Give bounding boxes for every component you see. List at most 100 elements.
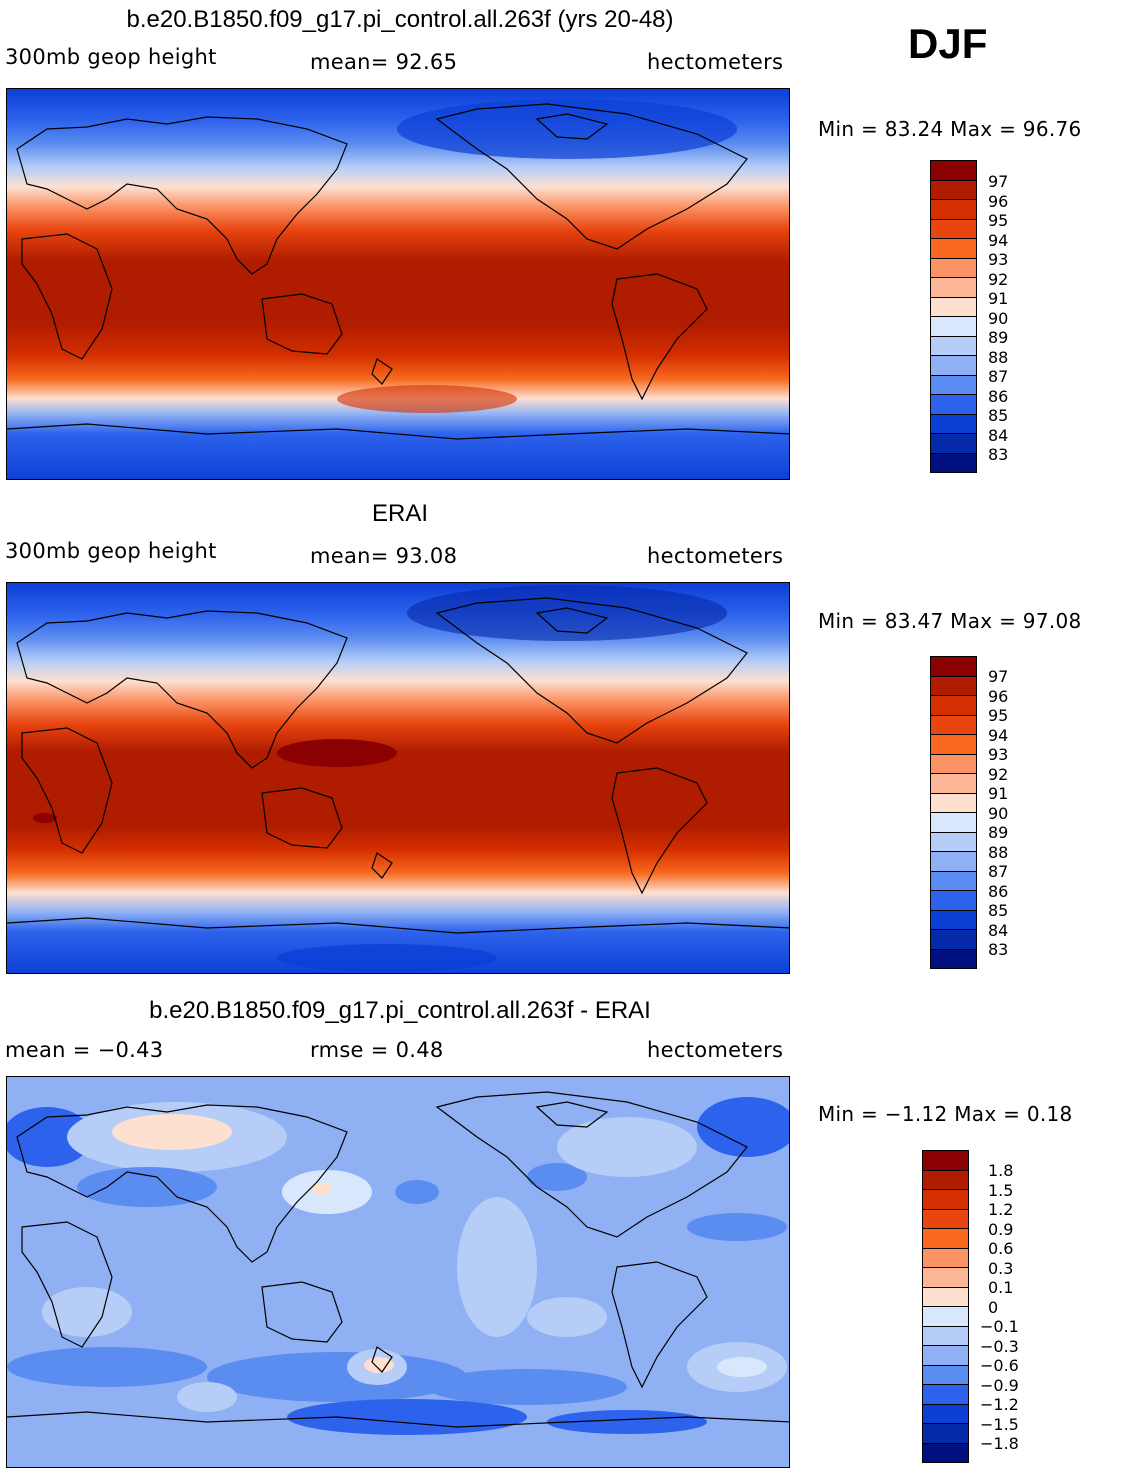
panel1-units-label: hectometers — [647, 50, 784, 74]
colorbar-swatch — [930, 433, 977, 454]
panel1-colorbar-label: 88 — [988, 347, 1009, 367]
panel3-colorbar — [922, 1150, 969, 1463]
colorbar-swatch — [922, 1345, 969, 1366]
panel2-variable-label: 300mb geop height — [5, 539, 217, 563]
panel2-units-label: hectometers — [647, 544, 784, 568]
panel1-colorbar-label: 84 — [988, 425, 1009, 445]
panel2-map-svg — [7, 583, 789, 973]
season-label: DJF — [908, 20, 988, 67]
panel2-colorbar-label: 95 — [988, 706, 1009, 725]
colorbar-swatch — [930, 851, 977, 872]
panel1-mean-label: mean= 92.65 — [310, 50, 458, 74]
colorbar-swatch — [930, 792, 977, 813]
panel1-colorbar-label: 96 — [988, 191, 1009, 211]
panel2-colorbar — [930, 656, 977, 969]
colorbar-swatch — [930, 656, 977, 677]
colorbar-swatch — [930, 753, 977, 774]
panel2-colorbar-label: 92 — [988, 764, 1009, 784]
panel2-colorbar-label: 89 — [988, 823, 1009, 842]
panel2-colorbar-label: 85 — [988, 901, 1009, 920]
panel1-colorbar-label: 91 — [988, 289, 1009, 308]
panel1-colorbar-label: 94 — [988, 230, 1009, 250]
colorbar-swatch — [930, 257, 977, 278]
panel3-colorbar-label: 1.2 — [988, 1200, 1014, 1219]
colorbar-swatch — [922, 1189, 969, 1210]
colorbar-swatch — [930, 929, 977, 950]
panel1-colorbar-label: 85 — [988, 406, 1009, 425]
panel3-colorbar-label: 0.1 — [988, 1278, 1014, 1297]
colorbar-swatch — [930, 218, 977, 239]
panel3-colorbar-label: −0.6 — [980, 1356, 1019, 1375]
panel2-colorbar-label: 90 — [988, 803, 1009, 823]
panel2-colorbar-label: 94 — [988, 725, 1009, 745]
colorbar-swatch — [930, 452, 977, 473]
colorbar-swatch — [930, 909, 977, 930]
colorbar-swatch — [930, 870, 977, 891]
colorbar-swatch — [930, 355, 977, 376]
panel1-title: b.e20.B1850.f09_g17.pi_control.all.263f … — [126, 6, 674, 33]
colorbar-swatch — [930, 831, 977, 852]
colorbar-swatch — [922, 1384, 969, 1405]
panel3-colorbar-label: −0.3 — [980, 1336, 1019, 1356]
panel2-mean-label: mean= 93.08 — [310, 544, 458, 568]
panel1-colorbar-label: 93 — [988, 250, 1009, 269]
panel2-colorbar-label: 83 — [988, 940, 1009, 959]
colorbar-swatch — [922, 1267, 969, 1288]
colorbar-swatch — [930, 179, 977, 200]
colorbar-swatch — [922, 1169, 969, 1190]
panel1-variable-label: 300mb geop height — [5, 45, 217, 69]
panel2-colorbar-label: 84 — [988, 920, 1009, 940]
panel1-colorbar-label: 97 — [988, 172, 1009, 191]
colorbar-swatch — [922, 1228, 969, 1249]
panel3-rmse-label: rmse = 0.48 — [310, 1038, 444, 1062]
colorbar-swatch — [922, 1208, 969, 1229]
panel1-map — [6, 88, 790, 480]
panel2-colorbar-label: 86 — [988, 881, 1009, 901]
panel1-colorbar — [930, 160, 977, 473]
colorbar-swatch — [930, 734, 977, 755]
colorbar-swatch — [930, 675, 977, 696]
panel1-minmax-label: Min = 83.24 Max = 96.76 — [818, 117, 1082, 141]
colorbar-swatch — [930, 890, 977, 911]
panel2-colorbar-label: 97 — [988, 667, 1009, 686]
colorbar-swatch — [922, 1325, 969, 1346]
colorbar-swatch — [930, 948, 977, 969]
colorbar-swatch — [922, 1306, 969, 1327]
colorbar-swatch — [922, 1442, 969, 1463]
panel1-map-svg — [7, 89, 789, 479]
colorbar-swatch — [930, 296, 977, 317]
panel3-minmax-label: Min = −1.12 Max = 0.18 — [818, 1102, 1073, 1126]
panel1-colorbar-label: 87 — [988, 367, 1009, 386]
panel3-colorbar-label: 0 — [988, 1297, 999, 1317]
colorbar-swatch — [930, 374, 977, 395]
panel3-colorbar-label: 1.8 — [988, 1161, 1014, 1180]
panel3-colorbar-label: 1.5 — [988, 1180, 1014, 1200]
colorbar-swatch — [922, 1150, 969, 1171]
panel1-colorbar-label: 90 — [988, 308, 1009, 328]
colorbar-swatch — [930, 277, 977, 298]
colorbar-swatch — [930, 413, 977, 434]
panel3-colorbar-label: 0.3 — [988, 1258, 1014, 1278]
colorbar-swatch — [930, 238, 977, 259]
panel3-map — [6, 1076, 790, 1468]
panel3-colorbar-label: −0.1 — [980, 1317, 1019, 1336]
colorbar-swatch — [930, 812, 977, 833]
colorbar-swatch — [922, 1247, 969, 1268]
panel2-colorbar-label: 91 — [988, 784, 1009, 803]
colorbar-swatch — [930, 394, 977, 415]
panel1-colorbar-label: 95 — [988, 211, 1009, 230]
colorbar-swatch — [930, 714, 977, 735]
panel2-colorbar-label: 93 — [988, 745, 1009, 764]
colorbar-swatch — [922, 1286, 969, 1307]
panel1-colorbar-label: 86 — [988, 386, 1009, 406]
panel3-mean-label: mean = −0.43 — [5, 1038, 164, 1062]
colorbar-swatch — [930, 316, 977, 337]
panel3-colorbar-label: 0.6 — [988, 1239, 1014, 1258]
colorbar-swatch — [922, 1364, 969, 1385]
panel2-minmax-label: Min = 83.47 Max = 97.08 — [818, 609, 1082, 633]
panel2-colorbar-label: 96 — [988, 686, 1009, 706]
colorbar-swatch — [930, 160, 977, 181]
panel3-units-label: hectometers — [647, 1038, 784, 1062]
panel3-map-svg — [7, 1077, 789, 1467]
panel1-colorbar-label: 83 — [988, 445, 1009, 464]
